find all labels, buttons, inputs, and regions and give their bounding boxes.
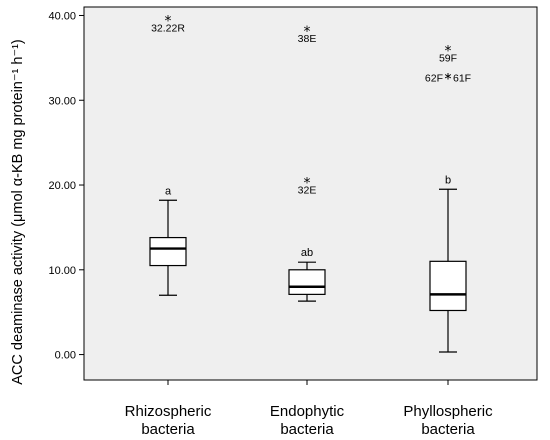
outlier-star-icon: * [165,14,172,30]
significance-letter: a [165,185,172,197]
outlier-label: 61F [453,72,471,84]
x-category-label: Endophytic [270,403,345,420]
x-axis: RhizosphericbacteriaEndophyticbacteriaPh… [125,380,493,438]
x-category-label: bacteria [141,421,195,438]
box-group: ab [288,247,326,302]
outlier-star-icon: * [445,71,452,87]
box-iqr [429,260,467,312]
y-axis-title: ACC deaminase activity (μmol α-KB mg pro… [10,39,26,385]
outlier: *38E [298,24,317,45]
outlier-star-icon: * [445,71,452,87]
outlier-label: 59F [439,52,457,64]
outlier: *32E [298,176,317,197]
significance-letter: ab [301,247,313,259]
x-category-label: bacteria [421,421,475,438]
plot-area [83,6,538,381]
x-category-label: Rhizospheric [125,403,212,420]
x-category-label: Phyllospheric [403,403,493,420]
y-tick-label: 30.00 [48,95,76,107]
significance-letter: b [445,174,451,186]
outlier-star-icon: * [304,176,311,192]
y-axis: 0.00 10.00 20.00 30.00 40.00 [48,10,84,362]
outlier: * 61F [445,71,472,87]
outlier-label: 32.22R [151,23,185,35]
outlier: *62F [425,71,452,87]
y-tick-label: 40.00 [48,10,76,22]
y-tick-label: 10.00 [48,265,76,277]
outlier-star-icon: * [445,43,452,59]
y-tick-label: 20.00 [48,180,76,192]
box-iqr [288,269,326,295]
boxes: a ab b [149,174,467,353]
outliers: *32.22R *38E*32E*59F*62F * 61F [151,14,471,197]
x-category-label: bacteria [280,421,334,438]
outlier-label: 38E [298,33,317,45]
outlier-star-icon: * [304,24,311,40]
outlier-label: 62F [425,72,443,84]
outlier: *32.22R [151,14,185,35]
outlier: *59F [439,43,457,64]
box-group: a [149,185,187,296]
box-group: b [429,174,467,353]
box-iqr [149,236,187,267]
outlier-label: 32E [298,185,317,197]
y-tick-label: 0.00 [55,350,76,362]
